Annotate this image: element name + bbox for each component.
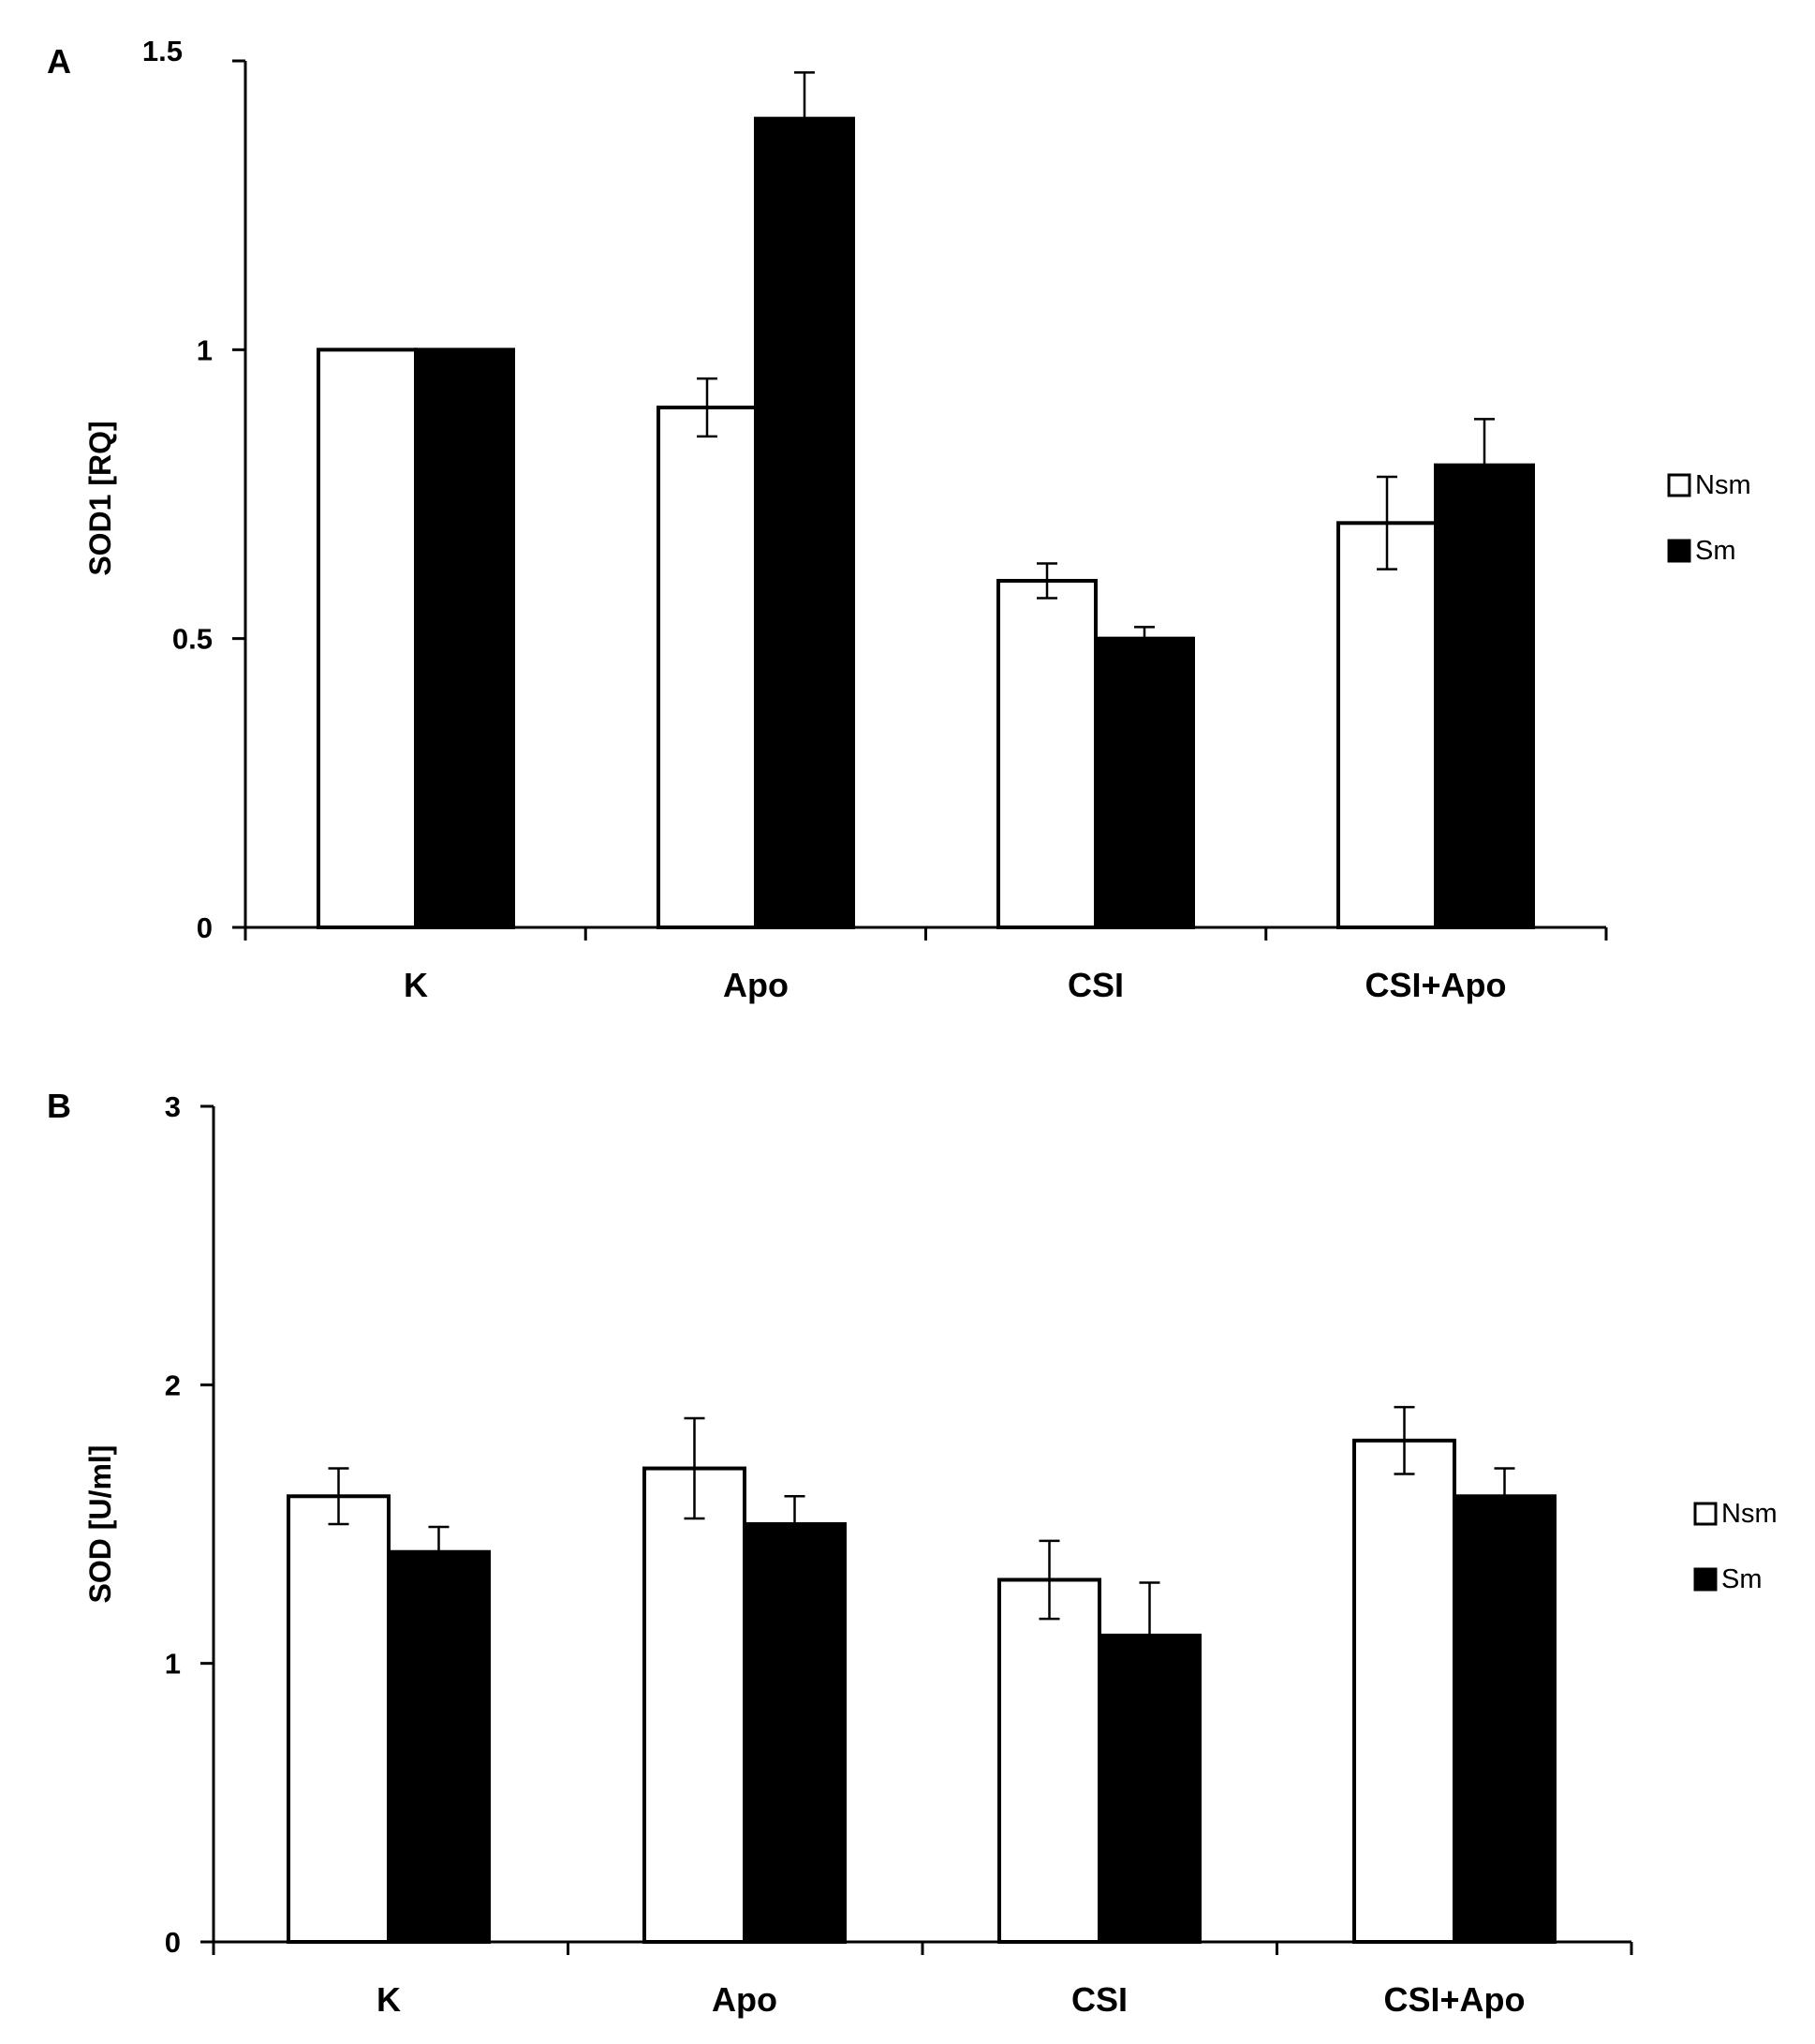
legend-label-sm: Sm bbox=[1721, 1564, 1763, 1594]
legend-swatch-nsm bbox=[1693, 1502, 1718, 1526]
y-tick-label: 1 bbox=[165, 1648, 181, 1681]
y-tick-label: 0 bbox=[165, 1926, 181, 1959]
y-tick-label: 2 bbox=[165, 1369, 181, 1401]
bar-sm bbox=[1453, 1494, 1557, 1945]
x-tick-label: CSI bbox=[1068, 966, 1124, 1004]
y-axis-title: SOD [U/ml] bbox=[83, 1445, 117, 1604]
x-tick-label: K bbox=[404, 966, 428, 1004]
legend-swatch-nsm bbox=[1667, 473, 1691, 497]
bar-sm bbox=[754, 116, 855, 929]
x-tick-label: CSI bbox=[1071, 1980, 1128, 2019]
panel-label: B bbox=[47, 1087, 71, 1125]
y-tick-label: 0.5 bbox=[172, 623, 213, 656]
bar-nsm bbox=[1352, 1438, 1456, 1945]
bar-nsm bbox=[1336, 521, 1438, 929]
x-tick-label: CSI+Apo bbox=[1383, 1980, 1525, 2019]
y-tick-label: 0 bbox=[197, 911, 213, 944]
legend-swatch-sm bbox=[1667, 539, 1691, 563]
bar-nsm bbox=[997, 1577, 1101, 1944]
legend-label-sm: Sm bbox=[1695, 536, 1736, 566]
panel-b: B 0 1 2 3 K Apo CSI CSI+Apo SOD [U/ml] Nsm Sm bbox=[47, 1087, 1778, 2019]
y-tick-label: 3 bbox=[165, 1090, 181, 1123]
legend-label-nsm: Nsm bbox=[1721, 1499, 1778, 1529]
bar-sm bbox=[387, 1549, 491, 1944]
bar-nsm bbox=[287, 1494, 391, 1945]
bar-nsm bbox=[317, 348, 418, 930]
x-tick-label: Apo bbox=[712, 1980, 777, 2019]
x-tick-label: CSI+Apo bbox=[1365, 966, 1506, 1004]
bar-sm bbox=[414, 348, 515, 930]
panel-label: A bbox=[47, 42, 71, 81]
y-tick-label: 1 bbox=[197, 333, 213, 366]
x-tick-label: Apo bbox=[723, 966, 789, 1004]
bar-sm bbox=[743, 1522, 847, 1944]
panel-a: A 0 0.5 1 1.5 K Apo CSI CSI+Apo SOD1 [RQ] Nsm Sm bbox=[47, 35, 1751, 1004]
bar-nsm bbox=[642, 1466, 746, 1944]
bar-nsm bbox=[996, 579, 1098, 929]
x-tick-label: K bbox=[376, 1980, 401, 2019]
bar-sm bbox=[1434, 463, 1535, 929]
legend-label-nsm: Nsm bbox=[1695, 470, 1751, 500]
bar-sm bbox=[1094, 636, 1195, 930]
y-tick-label: 1.5 bbox=[142, 35, 183, 67]
bar-nsm bbox=[657, 406, 758, 929]
legend-swatch-sm bbox=[1693, 1567, 1718, 1592]
y-axis-title: SOD1 [RQ] bbox=[83, 421, 117, 575]
